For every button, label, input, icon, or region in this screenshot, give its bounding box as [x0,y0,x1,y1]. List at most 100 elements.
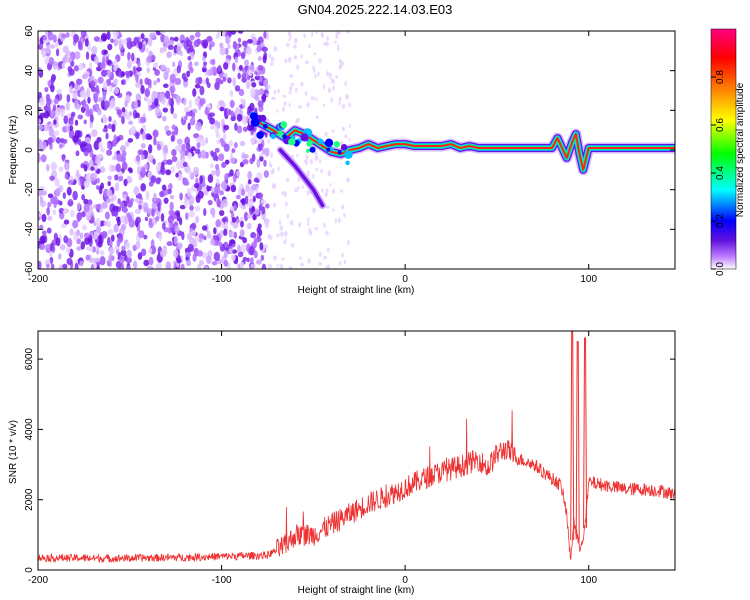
noise-speckle [116,153,123,162]
noise-speckle-faint [334,218,337,224]
noise-speckle [45,243,51,249]
spectral-blob [326,147,331,152]
noise-speckle [160,213,165,222]
noise-speckle [44,87,49,93]
spectral-blob [344,150,353,159]
noise-speckle [223,228,228,237]
noise-speckle [77,114,84,120]
noise-speckle [239,261,245,269]
noise-speckle [95,203,102,211]
noise-speckle [223,259,229,267]
noise-speckle [257,142,263,151]
noise-speckle [85,254,91,261]
noise-speckle [125,241,131,250]
noise-speckle [113,58,118,68]
noise-speckle [60,108,65,118]
noise-speckle [44,57,50,65]
noise-speckle [243,211,249,222]
noise-speckle [217,65,222,72]
noise-speckle [58,264,64,269]
noise-speckle-faint [314,226,319,231]
noise-speckle-faint [307,222,310,227]
noise-speckle [165,130,172,136]
noise-speckle [61,62,66,70]
noise-speckle [101,230,108,239]
noise-speckle [230,31,237,35]
noise-speckle [150,104,156,110]
noise-speckle [176,65,182,74]
noise-speckle [206,36,213,42]
noise-speckle-faint [294,188,298,193]
noise-speckle-faint [318,251,322,258]
noise-speckle [240,98,245,105]
noise-speckle-faint [299,256,302,260]
noise-speckle [50,75,55,85]
noise-speckle-faint [327,170,332,177]
noise-speckle-faint [276,263,279,268]
noise-speckle-faint [273,182,277,189]
noise-speckle [251,205,256,213]
noise-speckle-faint [341,253,344,258]
noise-speckle [138,230,145,239]
noise-speckle [107,43,113,51]
noise-speckle [50,263,55,269]
noise-speckle-faint [268,161,272,167]
noise-speckle [62,209,68,215]
noise-speckle [135,81,141,88]
noise-speckle [256,159,261,168]
colorbar-tick-label: 0.8 [715,70,726,84]
noise-speckle [113,38,119,47]
noise-speckle [118,39,122,50]
noise-speckle [39,196,44,204]
snr-spike [570,331,575,541]
noise-speckle [49,44,56,49]
noise-speckle [55,187,61,197]
noise-speckle [39,97,45,106]
noise-speckle [237,187,242,197]
noise-speckle [250,137,255,145]
noise-speckle [237,251,244,258]
noise-speckle [187,169,192,176]
noise-speckle [136,166,141,176]
noise-speckle-faint [332,208,335,212]
noise-speckle [69,228,74,236]
noise-speckle [169,194,174,200]
noise-speckle [70,111,76,117]
noise-speckle [121,107,126,113]
noise-speckle-faint [284,58,288,64]
noise-speckle [193,166,200,176]
noise-speckle [200,149,207,160]
noise-speckle [261,206,266,215]
noise-speckle [261,46,268,52]
noise-speckle [152,62,159,69]
noise-speckle [72,190,78,201]
noise-speckle-faint [340,189,344,193]
noise-speckle [120,145,126,152]
noise-speckle-faint [289,86,293,91]
noise-speckle-faint [323,222,326,229]
noise-speckle [223,143,230,152]
spectral-blob [305,148,311,154]
noise-speckle [100,62,106,70]
noise-speckle [189,44,194,53]
noise-speckle [157,111,163,117]
noise-speckle-faint [272,202,277,208]
noise-speckle-faint [339,261,342,266]
noise-speckle [242,256,248,262]
noise-speckle [189,34,195,41]
noise-speckle [195,121,202,131]
noise-speckle-faint [322,103,326,108]
noise-speckle [81,146,87,153]
noise-speckle-faint [288,90,292,95]
noise-speckle [95,217,101,227]
noise-speckle-faint [286,42,290,48]
noise-speckle [246,80,251,90]
noise-speckle [231,216,237,223]
noise-speckle [127,52,131,61]
noise-speckle [107,181,111,187]
noise-speckle [83,203,90,213]
noise-speckle [148,144,153,154]
noise-speckle [100,182,105,190]
noise-speckle-faint [321,188,324,193]
noise-speckle [257,64,264,71]
